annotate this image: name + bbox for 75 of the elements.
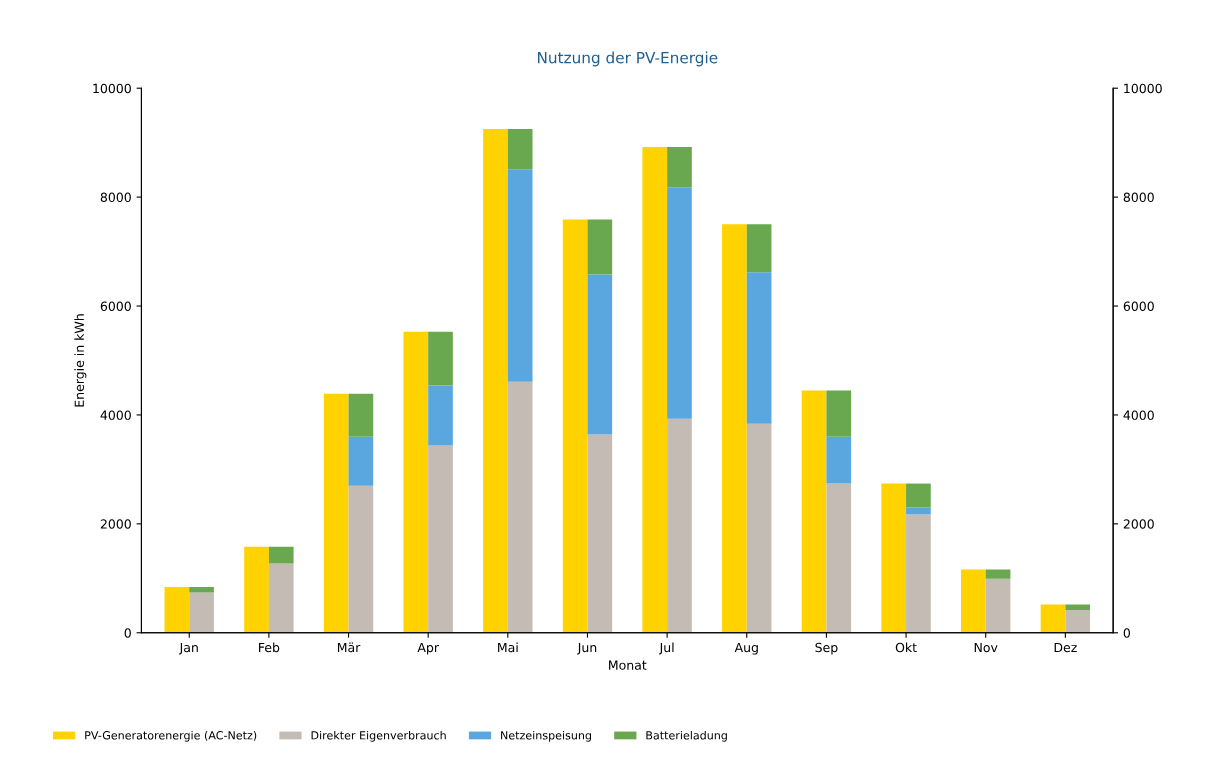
bar bbox=[348, 393, 374, 437]
bar bbox=[722, 224, 747, 633]
bar bbox=[642, 147, 668, 633]
bar bbox=[667, 187, 692, 419]
bar bbox=[801, 390, 827, 633]
y-tick-label: 8000 bbox=[100, 192, 131, 203]
bar bbox=[746, 224, 772, 273]
bar bbox=[906, 514, 931, 633]
y-tick-label: 10000 bbox=[93, 83, 131, 94]
x-tick-label: Dez bbox=[1054, 642, 1077, 653]
bar bbox=[587, 274, 613, 435]
bar bbox=[428, 445, 453, 633]
bar bbox=[906, 507, 931, 515]
bar bbox=[483, 129, 508, 633]
bar bbox=[1065, 604, 1091, 610]
x-tick-label: Mär bbox=[337, 642, 361, 653]
y2-tick-label: 4000 bbox=[1123, 410, 1154, 420]
legend-label: Direkter Eigenverbrauch bbox=[311, 730, 446, 742]
bar bbox=[189, 592, 214, 633]
y-axis-title: Energie in kWh bbox=[74, 314, 87, 407]
x-tick-label: Sep bbox=[815, 642, 838, 655]
x-tick-label: Feb bbox=[259, 642, 280, 653]
bar bbox=[189, 587, 214, 593]
bar bbox=[244, 546, 269, 633]
bar bbox=[985, 569, 1011, 579]
bar bbox=[746, 423, 772, 633]
bar bbox=[348, 436, 374, 486]
x-tick-label: Jul bbox=[658, 642, 674, 655]
bar bbox=[826, 436, 852, 484]
bar bbox=[164, 587, 190, 633]
bar bbox=[507, 381, 533, 633]
bar bbox=[268, 546, 294, 564]
bar bbox=[881, 483, 907, 633]
chart-title: Nutzung der PV-Energie bbox=[537, 51, 718, 67]
y2-tick-label: 6000 bbox=[1123, 301, 1154, 311]
bar bbox=[428, 331, 453, 386]
bar bbox=[746, 272, 772, 424]
x-tick-label: Mai bbox=[498, 642, 518, 653]
bar bbox=[268, 563, 294, 633]
bar bbox=[961, 569, 986, 633]
x-tick-label: Aug bbox=[734, 642, 758, 655]
bar bbox=[348, 485, 374, 633]
bar bbox=[562, 219, 588, 633]
y2-tick-label: 10000 bbox=[1124, 83, 1162, 94]
bar bbox=[507, 169, 533, 382]
bar bbox=[906, 483, 931, 508]
x-tick-label: Okt bbox=[895, 642, 917, 653]
bar bbox=[507, 129, 533, 170]
bar bbox=[1040, 604, 1066, 633]
y-tick-label: 0 bbox=[124, 628, 131, 638]
bar bbox=[667, 147, 692, 188]
bar bbox=[826, 390, 852, 437]
y-tick-label: 4000 bbox=[100, 410, 131, 420]
bar bbox=[667, 418, 692, 633]
x-tick-label: Apr bbox=[417, 642, 439, 655]
bar bbox=[826, 483, 852, 633]
bar bbox=[985, 578, 1011, 633]
bar bbox=[587, 219, 613, 275]
legend-label: Batterieladung bbox=[646, 730, 727, 742]
x-axis-title: Monat bbox=[609, 660, 647, 670]
bar bbox=[587, 434, 613, 633]
x-tick-label: Jan bbox=[178, 642, 198, 655]
bar bbox=[1065, 609, 1091, 633]
y2-tick-label: 0 bbox=[1123, 628, 1130, 638]
legend-label: Netzeinspeisung bbox=[501, 730, 591, 742]
x-tick-label: Jun bbox=[577, 642, 597, 655]
legend-label: PV-Generatorenergie (AC-Netz) bbox=[85, 730, 257, 742]
x-tick-label: Nov bbox=[974, 642, 998, 653]
bar bbox=[323, 393, 349, 633]
y-tick-label: 2000 bbox=[100, 519, 131, 529]
y-tick-label: 6000 bbox=[100, 301, 131, 311]
y2-tick-label: 2000 bbox=[1123, 519, 1154, 529]
bar bbox=[428, 385, 453, 446]
bar bbox=[403, 331, 429, 633]
y2-tick-label: 8000 bbox=[1123, 192, 1154, 203]
